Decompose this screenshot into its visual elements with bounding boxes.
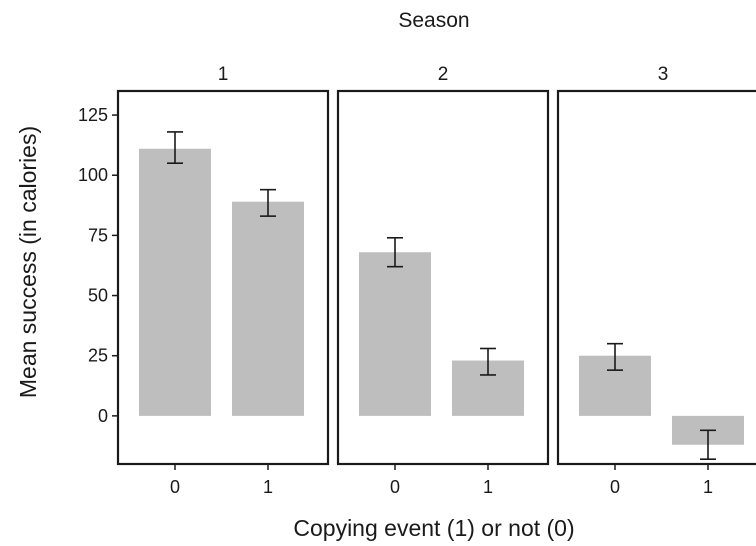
- y-tick-label: 0: [98, 406, 108, 426]
- y-tick-label: 100: [78, 165, 108, 185]
- y-tick-label: 25: [88, 346, 108, 366]
- facet-panel: 1 0 1: [118, 64, 328, 497]
- facet-label: 3: [658, 64, 669, 85]
- bar: [359, 252, 431, 416]
- facet-label: 2: [438, 64, 449, 85]
- x-tick-label: 1: [263, 477, 273, 497]
- x-tick-label: 1: [483, 477, 493, 497]
- y-tick-label: 75: [88, 225, 108, 245]
- bar: [232, 202, 304, 416]
- x-tick-label: 0: [610, 477, 620, 497]
- y-axis-title: Mean success (in calories): [15, 126, 41, 398]
- x-tick-label: 0: [390, 477, 400, 497]
- y-axis-ticks: 0 25 50 75 100 125: [78, 105, 118, 426]
- facet-panel: 3 0 1: [558, 64, 756, 497]
- facet-header-title: Season: [398, 9, 469, 32]
- facet-label: 1: [218, 64, 229, 85]
- y-tick-label: 125: [78, 105, 108, 125]
- x-axis-title: Copying event (1) or not (0): [293, 515, 574, 541]
- facet-panel: 2 0 1: [338, 64, 548, 497]
- bar: [139, 149, 211, 416]
- y-tick-label: 50: [88, 286, 108, 306]
- facet-panels: 1 0 1 2 0 1 3 0 1: [118, 64, 756, 497]
- x-tick-label: 1: [703, 477, 713, 497]
- x-tick-label: 0: [170, 477, 180, 497]
